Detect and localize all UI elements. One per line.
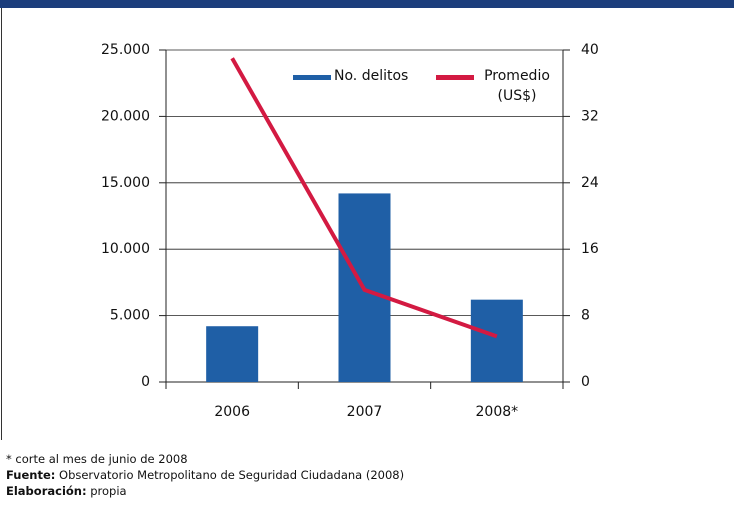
y-tick-label: 10.000 — [101, 241, 150, 257]
legend-label: Promedio (US$) — [484, 68, 550, 104]
y-tick-label: 20.000 — [101, 108, 150, 124]
x-tick-label: 2006 — [214, 404, 250, 420]
line-series — [230, 57, 498, 339]
bar — [206, 326, 259, 382]
y-tick-label: 5.000 — [110, 308, 150, 324]
y-tick-label: 0 — [141, 374, 150, 390]
note: Fuente: Observatorio Metropolitano de Se… — [6, 467, 404, 483]
x-tick-label: 2008* — [476, 404, 519, 420]
legend-swatch — [436, 75, 474, 80]
legend-item: No. delitos — [293, 68, 408, 84]
y2-tick-label: 8 — [581, 308, 590, 324]
y-tick-label: 15.000 — [101, 175, 150, 191]
note: Elaboración: propia — [6, 483, 404, 499]
header-band — [0, 0, 734, 8]
x-tick-label: 2007 — [347, 404, 383, 420]
y2-tick-label: 24 — [581, 175, 599, 191]
note-text: Observatorio Metropolitano de Seguridad … — [59, 468, 405, 482]
bar — [470, 299, 523, 382]
y2-tick-label: 32 — [581, 108, 599, 124]
note-label: Elaboración: — [6, 484, 87, 498]
note-label: Fuente: — [6, 468, 56, 482]
y-tick-label: 25.000 — [101, 42, 150, 58]
y2-tick-label: 40 — [581, 42, 599, 58]
y2-tick-label: 0 — [581, 374, 590, 390]
legend-item: Promedio (US$) — [436, 68, 562, 106]
note: * corte al mes de junio de 2008 — [6, 452, 188, 466]
notes: * corte al mes de junio de 2008 Fuente: … — [6, 451, 404, 499]
legend-label: No. delitos — [334, 68, 409, 84]
y2-tick-label: 16 — [581, 241, 599, 257]
legend-swatch — [293, 75, 331, 80]
note-text: propia — [90, 484, 127, 498]
